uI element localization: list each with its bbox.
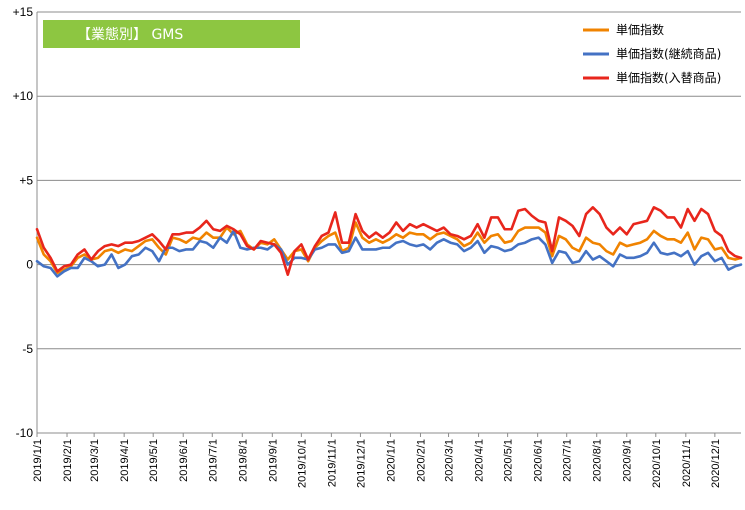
x-tick-label: 2020/9/1	[622, 439, 634, 482]
legend-label: 単価指数	[616, 22, 664, 37]
x-tick-label: 2020/8/1	[592, 439, 604, 482]
y-tick-label: -10	[16, 426, 34, 440]
x-tick-label: 2019/9/1	[267, 439, 279, 482]
x-tick-label: 2019/12/1	[355, 439, 367, 488]
series-lines	[35, 206, 743, 278]
x-tick-label: 2019/10/1	[296, 439, 308, 488]
chart-title: 【業態別】 GMS	[77, 27, 183, 43]
x-tick-label: 2019/3/1	[89, 439, 101, 482]
legend-label: 単価指数(継続商品)	[616, 46, 721, 61]
x-tick-label: 2019/2/1	[62, 439, 74, 482]
y-tick-label: +5	[19, 173, 33, 187]
x-tick-label: 2020/10/1	[651, 439, 663, 488]
x-tick-label: 2020/3/1	[444, 439, 456, 482]
x-tick-label: 2019/1/1	[32, 439, 44, 482]
x-tick-label: 2019/11/1	[326, 439, 338, 487]
title-background	[43, 20, 300, 48]
title-box: 【業態別】 GMS	[43, 20, 300, 48]
y-tick-label: +10	[13, 89, 34, 103]
y-tick-label: 0	[26, 258, 33, 272]
x-tick-label: 2020/4/1	[474, 439, 486, 482]
x-tick-label: 2020/5/1	[503, 439, 515, 482]
x-tick-label: 2020/12/1	[710, 439, 722, 488]
series-line-1	[35, 221, 743, 275]
x-tick-label: 2020/7/1	[562, 439, 574, 482]
gridlines	[37, 11, 741, 434]
x-tick-label: 2019/8/1	[237, 439, 249, 482]
y-tick-label: -5	[22, 342, 33, 356]
y-tick-label: +15	[13, 5, 34, 19]
x-tick-label: 2019/5/1	[148, 439, 160, 482]
series-line-3	[35, 206, 743, 276]
x-tick-label: 2020/2/1	[415, 439, 427, 482]
x-tick-label: 2019/6/1	[178, 439, 190, 482]
x-tick-label: 2020/11/1	[681, 439, 693, 487]
x-tick-label: 2019/4/1	[119, 439, 131, 482]
x-tick-label: 2019/7/1	[207, 439, 219, 482]
series-line-2	[35, 229, 743, 278]
x-tick-label: 2020/6/1	[533, 439, 545, 482]
x-tick-label: 2020/1/1	[385, 439, 397, 482]
legend-label: 単価指数(入替商品)	[616, 70, 721, 85]
